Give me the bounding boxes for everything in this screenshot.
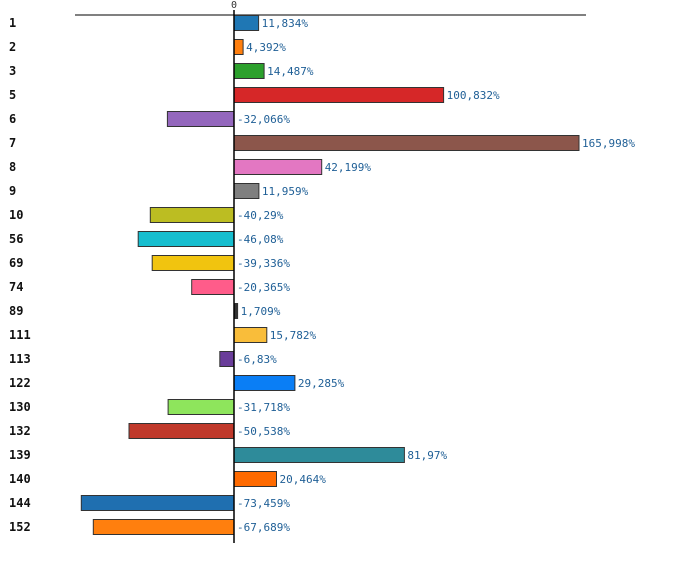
bar-69: [151, 255, 235, 271]
bar-1: [233, 15, 260, 31]
category-label-152: 152: [9, 520, 31, 534]
value-label-9: 11,959%: [262, 185, 309, 198]
category-label-130: 130: [9, 400, 31, 414]
category-label-6: 6: [9, 112, 16, 126]
bar-113: [219, 351, 235, 367]
category-label-3: 3: [9, 64, 16, 78]
category-label-144: 144: [9, 496, 31, 510]
bar-140: [233, 471, 277, 487]
value-label-139: 81,97%: [407, 449, 447, 462]
bar-111: [233, 327, 268, 343]
bar-139: [233, 447, 405, 463]
category-label-2: 2: [9, 40, 16, 54]
category-label-74: 74: [9, 280, 23, 294]
category-label-111: 111: [9, 328, 31, 342]
category-label-7: 7: [9, 136, 16, 150]
bar-10: [149, 207, 235, 223]
category-label-132: 132: [9, 424, 31, 438]
value-label-1: 11,834%: [262, 17, 309, 30]
category-label-1: 1: [9, 16, 16, 30]
value-label-140: 20,464%: [280, 473, 327, 486]
value-label-69: -39,336%: [237, 257, 290, 270]
value-label-5: 100,832%: [447, 89, 500, 102]
category-label-10: 10: [9, 208, 23, 222]
category-label-140: 140: [9, 472, 31, 486]
bar-2: [233, 39, 244, 55]
value-label-6: -32,066%: [237, 113, 290, 126]
category-label-8: 8: [9, 160, 16, 174]
value-label-152: -67,689%: [237, 521, 290, 534]
category-label-5: 5: [9, 88, 16, 102]
bar-7: [233, 135, 580, 151]
zero-tick-label: 0: [231, 0, 237, 11]
category-label-56: 56: [9, 232, 23, 246]
value-label-130: -31,718%: [237, 401, 290, 414]
bar-152: [92, 519, 235, 535]
value-label-113: -6,83%: [237, 353, 277, 366]
value-label-2: 4,392%: [246, 41, 286, 54]
value-label-56: -46,08%: [237, 233, 284, 246]
bar-5: [233, 87, 445, 103]
value-label-111: 15,782%: [270, 329, 317, 342]
bar-122: [233, 375, 296, 391]
category-label-89: 89: [9, 304, 23, 318]
bar-9: [233, 183, 260, 199]
bar-8: [233, 159, 323, 175]
bar-56: [137, 231, 235, 247]
bar-74: [191, 279, 235, 295]
bar-130: [167, 399, 235, 415]
value-label-74: -20,365%: [237, 281, 290, 294]
category-label-69: 69: [9, 256, 23, 270]
value-label-132: -50,538%: [237, 425, 290, 438]
category-label-122: 122: [9, 376, 31, 390]
category-label-139: 139: [9, 448, 31, 462]
value-label-8: 42,199%: [325, 161, 372, 174]
value-label-7: 165,998%: [582, 137, 635, 150]
value-labels-group: 11,834% 4,392% 14,487% 100,832% -32,066% 165,…: [237, 17, 635, 534]
category-labels-group: 1235678910566974891111131221301321391401…: [9, 16, 31, 534]
bar-132: [128, 423, 235, 439]
bar-6: [166, 111, 235, 127]
bar-144: [80, 495, 235, 511]
category-label-113: 113: [9, 352, 31, 366]
value-label-89: 1,709%: [241, 305, 281, 318]
value-label-3: 14,487%: [267, 65, 314, 78]
value-label-10: -40,29%: [237, 209, 284, 222]
value-label-122: 29,285%: [298, 377, 345, 390]
bar-3: [233, 63, 265, 79]
bars-group: [80, 15, 580, 535]
value-label-144: -73,459%: [237, 497, 290, 510]
category-label-9: 9: [9, 184, 16, 198]
